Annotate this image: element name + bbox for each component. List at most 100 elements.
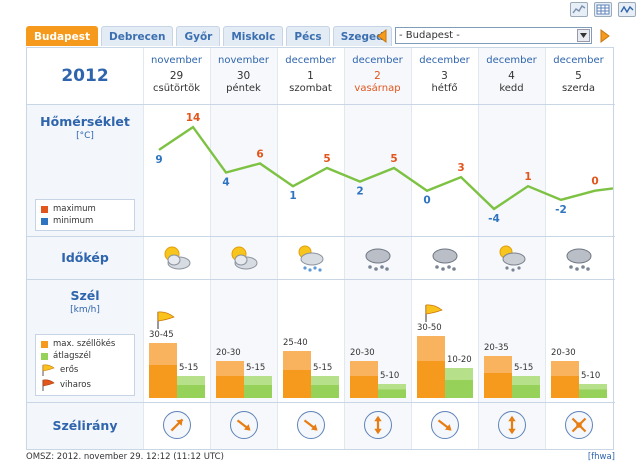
day-number: 4: [508, 70, 515, 82]
wind-title: Szél: [70, 288, 100, 303]
day-name: péntek: [226, 83, 261, 94]
day-month: november: [218, 55, 269, 66]
divider: [27, 104, 615, 105]
update-timestamp: OMSZ: 2012. november 29. 12:12 (11:12 UT…: [26, 452, 224, 462]
gust-label: 30-45: [149, 330, 174, 340]
legend-avg-label: átlagszél: [53, 351, 91, 361]
legend-min-label: minimum: [53, 216, 94, 226]
gust-bar: [216, 361, 244, 398]
wind-direction-southeast-icon: [430, 411, 459, 439]
average-wind-label: 5-15: [313, 363, 333, 373]
graph-view-icon[interactable]: [618, 2, 636, 17]
wind-direction-variable-icon: [564, 411, 593, 439]
day-number: 1: [307, 70, 314, 82]
column-divider: [344, 48, 345, 449]
day-number: 2: [374, 70, 381, 82]
partly-cloudy-icon: [159, 242, 195, 274]
day-column: december 5 szerda 20-30 5-10: [545, 48, 612, 449]
city-tabs: Budapest Debrecen Győr Miskolc Pécs Szeg…: [26, 26, 392, 46]
day-name: vasárnap: [354, 83, 401, 94]
legend-gust-label: max. széllökés: [53, 339, 116, 349]
maximum-temperature-label: 1: [524, 171, 531, 183]
day-header: december 4 kedd: [478, 48, 545, 104]
next-city-arrow-icon[interactable]: [598, 28, 612, 43]
column-divider: [545, 48, 546, 449]
wind-direction-southeast-icon: [229, 411, 258, 439]
day-month: november: [151, 55, 202, 66]
gust-label: 20-30: [551, 348, 576, 358]
column-divider: [210, 48, 211, 449]
minimum-temperature-label: 0: [423, 195, 430, 207]
partly-cloudy-snow-icon: [494, 242, 530, 274]
day-column: december 3 hétfő 30-50 10-20: [411, 48, 478, 449]
legend-storm: viharos: [41, 377, 129, 392]
day-header: december 5 szerda: [545, 48, 612, 104]
minimum-temperature-label: 9: [155, 154, 162, 166]
day-column: november 30 péntek 20-30 5-15: [210, 48, 277, 449]
day-number: 29: [169, 70, 184, 82]
snow-cloud-icon: [561, 242, 597, 274]
strong-wind-flag-icon: [42, 364, 55, 376]
day-header: december 2 vasárnap: [344, 48, 411, 104]
gust-label: 20-35: [484, 343, 509, 353]
wind-direction-title: Szélirány: [52, 418, 118, 433]
gust-label: 20-30: [350, 348, 375, 358]
wind-direction-northeast-icon: [162, 411, 191, 439]
strong-wind-flag-icon: [155, 311, 175, 332]
legend-storm-label: viharos: [60, 379, 91, 390]
temperature-title: Hőmérséklet: [40, 114, 130, 129]
tab-budapest[interactable]: Budapest: [26, 26, 98, 46]
day-column: november 29 csütörtök 30-45 5-15: [143, 48, 210, 449]
city-dropdown-value: - Budapest -: [399, 30, 460, 41]
snow-cloud-icon: [427, 242, 463, 274]
chart-view-icon[interactable]: [570, 2, 588, 17]
day-header: november 30 péntek: [210, 48, 277, 104]
maximum-temperature-label: 6: [256, 148, 263, 160]
average-wind-bar: [177, 376, 205, 398]
day-header: november 29 csütörtök: [143, 48, 210, 104]
average-wind-label: 10-20: [447, 355, 472, 365]
average-wind-bar: [311, 376, 339, 398]
city-dropdown[interactable]: - Budapest -: [395, 27, 592, 44]
max-swatch: [41, 205, 48, 213]
strong-wind-flag-icon: [423, 304, 443, 325]
gust-bar: [551, 361, 579, 398]
tab-debrecen[interactable]: Debrecen: [101, 26, 174, 46]
gust-label: 30-50: [417, 323, 442, 333]
day-name: szerda: [561, 83, 596, 94]
temperature-unit: [°C]: [76, 131, 94, 141]
tab-miskolc[interactable]: Miskolc: [223, 26, 284, 46]
maximum-temperature-label: 14: [186, 112, 201, 124]
wind-direction-southeast-icon: [296, 411, 325, 439]
column-divider: [411, 48, 412, 449]
chevron-down-icon[interactable]: [577, 29, 590, 42]
avg-swatch: [41, 352, 48, 360]
tab-pecs[interactable]: Pécs: [286, 26, 330, 46]
snow-cloud-icon: [360, 242, 396, 274]
day-month: december: [553, 55, 604, 66]
average-wind-label: 5-15: [514, 363, 534, 373]
table-view-icon[interactable]: [594, 2, 612, 17]
day-column: december 4 kedd 20-35 5-15: [478, 48, 545, 449]
gust-bar: [149, 343, 177, 398]
day-header: december 1 szombat: [277, 48, 344, 104]
wind-direction-north-south-icon: [363, 411, 392, 439]
legend-avg: átlagszél: [41, 350, 129, 362]
forecast-grid: Hőmérséklet [°C] Időkép Szél [km/h] Szél…: [26, 47, 615, 450]
previous-city-arrow-icon[interactable]: [375, 28, 389, 43]
fhwa-link[interactable]: [fhwa]: [587, 452, 615, 462]
year-label: 2012: [27, 48, 143, 104]
tab-szeged[interactable]: Szeged: [332, 26, 392, 46]
maximum-temperature-label: 3: [457, 162, 464, 174]
legend-strong-label: erős: [60, 364, 79, 375]
min-swatch: [41, 217, 48, 225]
day-month: december: [285, 55, 336, 66]
wind-legend: max. széllökés átlagszél erős viharos: [35, 334, 135, 396]
average-wind-label: 5-10: [581, 371, 601, 381]
tab-gyor[interactable]: Győr: [176, 26, 221, 46]
day-month: december: [352, 55, 403, 66]
day-name: szombat: [289, 83, 332, 94]
legend-min: minimum: [41, 215, 129, 227]
temperature-chart: 9 14 4 6 1 5 2 5 0 3 -4 1 -2 0: [155, 112, 613, 225]
sky-title: Időkép: [61, 250, 109, 265]
